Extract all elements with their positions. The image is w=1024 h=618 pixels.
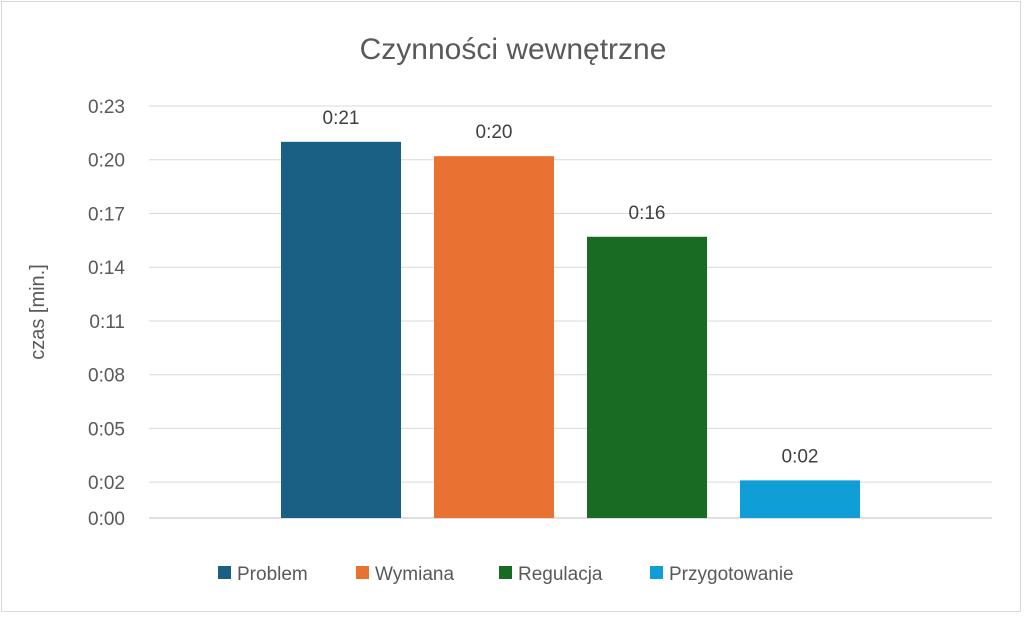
data-label: 0:16 — [629, 203, 666, 224]
y-tick-label: 0:17 — [88, 204, 125, 225]
legend-swatch — [218, 566, 231, 579]
chart-title: Czynności wewnętrzne — [360, 33, 667, 66]
y-tick-label: 0:00 — [88, 509, 125, 530]
y-tick-label: 0:08 — [88, 366, 125, 387]
y-tick-label: 0:11 — [89, 312, 125, 333]
legend-item-label: Przygotowanie — [669, 564, 794, 585]
data-label: 0:21 — [323, 108, 360, 129]
data-labels: 0:21 0:20 0:16 0:02 — [323, 108, 819, 468]
bars — [281, 141, 860, 519]
bar-problem — [281, 141, 401, 518]
bar-wymiana — [434, 156, 554, 518]
legend-item-label: Wymiana — [375, 564, 454, 585]
gridlines — [149, 105, 992, 519]
y-tick-label: 0:05 — [88, 419, 125, 440]
y-axis-ticks: 0:00 0:02 0:05 0:08 0:11 0:14 0:17 0:20 0:23 — [88, 97, 125, 530]
legend-item-label: Problem — [237, 564, 308, 585]
data-label: 0:20 — [476, 122, 513, 143]
y-tick-label: 0:14 — [88, 258, 125, 279]
legend-item-label: Regulacja — [518, 564, 603, 585]
legend-swatch — [356, 566, 369, 579]
data-label: 0:02 — [782, 446, 819, 467]
legend-swatch — [499, 566, 512, 579]
y-tick-label: 0:02 — [88, 473, 125, 494]
y-tick-label: 0:20 — [88, 151, 125, 172]
legend-swatch — [650, 566, 663, 579]
legend: Problem Wymiana Regulacja Przygotowanie — [218, 564, 794, 585]
bar-regulacja — [587, 236, 707, 519]
bar-przygotowanie — [740, 480, 860, 518]
y-tick-label: 0:23 — [88, 97, 125, 118]
y-axis-label: czas [min.] — [27, 264, 49, 360]
